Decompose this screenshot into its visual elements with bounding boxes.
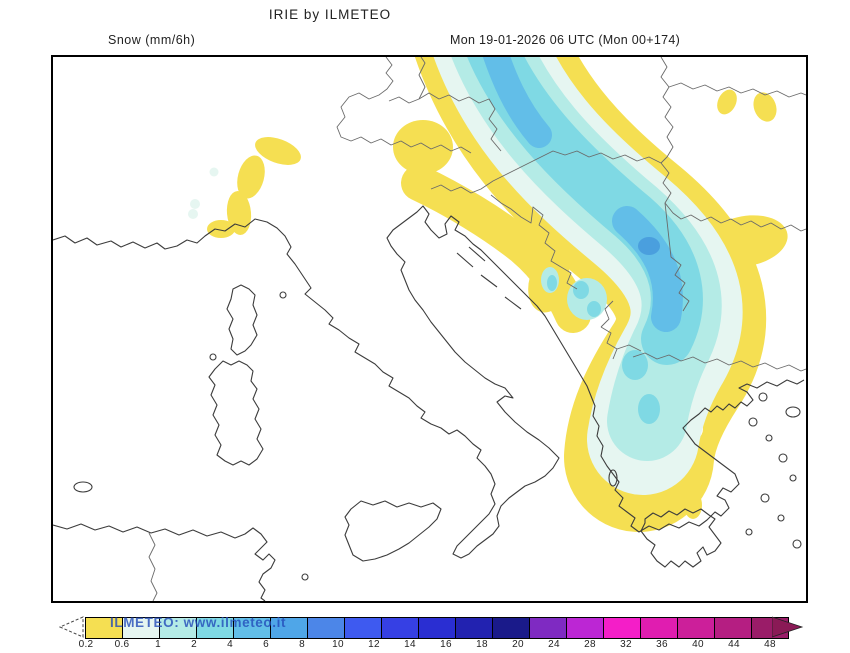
colorbar-tick-label: 4 — [227, 639, 233, 650]
snow-layer-core — [638, 237, 660, 255]
colorbar-segment — [197, 618, 234, 638]
colorbar-tick-label: 18 — [476, 639, 488, 650]
colorbar-segment — [493, 618, 530, 638]
colorbar-segment — [86, 618, 123, 638]
colorbar-tick-label: 14 — [404, 639, 416, 650]
map-canvas — [51, 55, 808, 603]
colorbar-segment — [234, 618, 271, 638]
colorbar-segment — [530, 618, 567, 638]
colorbar-ticks: 0.2 0.6 1 2 4 6 8 10 12 14 16 18 20 24 28 32 36 40 44 48 — [0, 639, 850, 653]
validity-label: Mon 19-01-2026 06 UTC (Mon 00+174) — [450, 33, 681, 47]
colorbar-tick-label: 44 — [728, 639, 740, 650]
colorbar-segment — [308, 618, 345, 638]
colorbar-segment — [345, 618, 382, 638]
colorbar-segment — [456, 618, 493, 638]
colorbar-tick-label: 24 — [548, 639, 560, 650]
colorbar-tick-label: 16 — [440, 639, 452, 650]
colorbar-segment — [271, 618, 308, 638]
colorbar-tick-label: 6 — [263, 639, 269, 650]
colorbar-tick-label: 0.2 — [78, 639, 94, 650]
colorbar-tick-label: 20 — [512, 639, 524, 650]
country-borders — [148, 57, 806, 601]
colorbar-more-arrow — [772, 616, 804, 638]
colorbar-tick-label: 32 — [620, 639, 632, 650]
coastlines — [53, 205, 805, 601]
map-svg — [53, 57, 806, 601]
colorbar-tick-label: 28 — [584, 639, 596, 650]
colorbar-tick-label: 36 — [656, 639, 668, 650]
colorbar-segments — [85, 617, 789, 639]
colorbar-segment — [604, 618, 641, 638]
colorbar-segment — [715, 618, 752, 638]
colorbar-segment — [567, 618, 604, 638]
colorbar-segment — [123, 618, 160, 638]
colorbar-tick-label: 40 — [692, 639, 704, 650]
colorbar-tick-label: 1 — [155, 639, 161, 650]
colorbar-segment — [641, 618, 678, 638]
colorbar-tick-label: 0.6 — [114, 639, 130, 650]
colorbar-segment — [160, 618, 197, 638]
colorbar-less-arrow — [59, 616, 84, 638]
colorbar-tick-label: 12 — [368, 639, 380, 650]
colorbar-tick-label: 10 — [332, 639, 344, 650]
colorbar-tick-label: 48 — [764, 639, 776, 650]
colorbar-segment — [382, 618, 419, 638]
colorbar-tick-label: 8 — [299, 639, 305, 650]
colorbar-tick-label: 2 — [191, 639, 197, 650]
snow-layer-blue — [482, 57, 683, 332]
colorbar-segment — [419, 618, 456, 638]
watermark: ILMETEO: www.ilmeteo.it — [110, 615, 287, 630]
page-title: IRIE by ILMETEO — [268, 7, 392, 22]
more-arrow-shape — [772, 616, 804, 638]
colorbar-segment — [678, 618, 715, 638]
variable-label: Snow (mm/6h) — [108, 33, 196, 47]
